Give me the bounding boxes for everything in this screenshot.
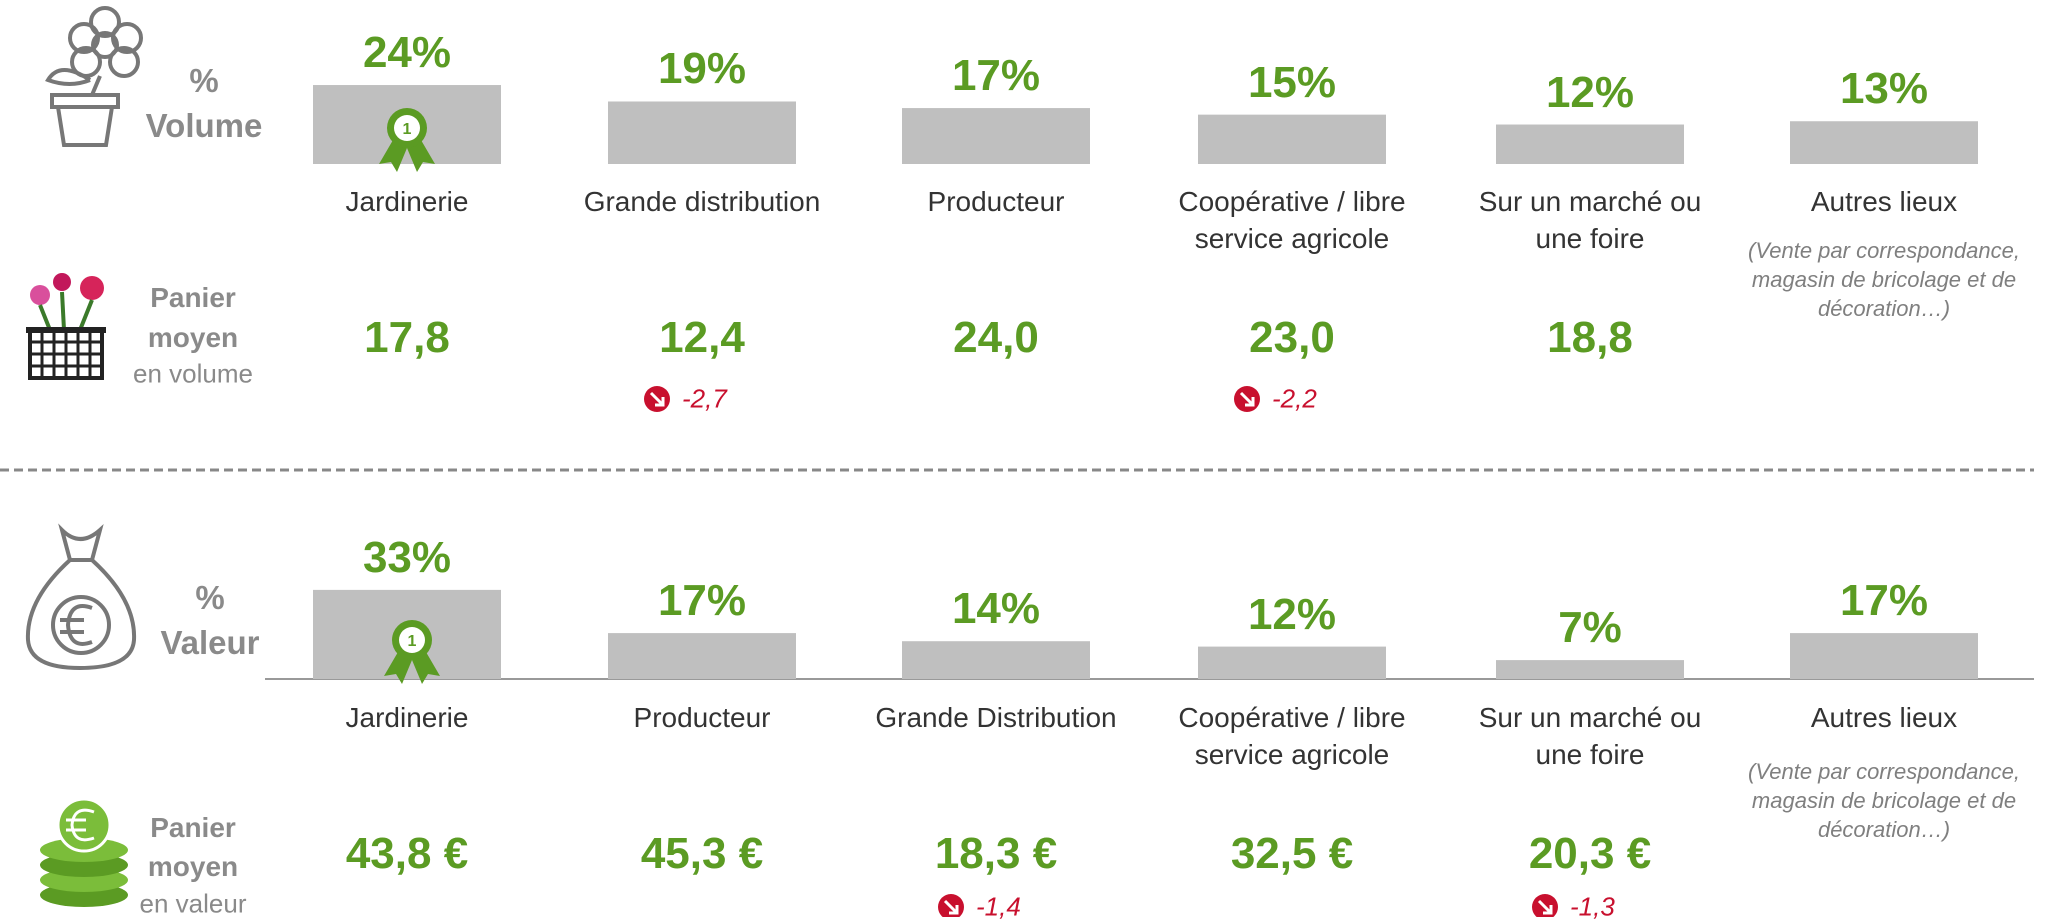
basket-change: -2,7 [682, 384, 727, 415]
svg-text:1: 1 [408, 633, 417, 650]
value-label: 24% [363, 28, 451, 78]
basket-change: -2,2 [1272, 384, 1317, 415]
category-note: (Vente par correspondance, magasin de br… [1724, 236, 2044, 323]
money-bag-icon [28, 530, 134, 668]
infographic: 1 1 % Volume Panier moyen en volume 24% Jardin… [0, 0, 2060, 917]
basket-value: 24,0 [953, 313, 1039, 363]
panel-title: % [195, 579, 224, 617]
basket-label: Panier [150, 812, 236, 844]
category-note: (Vente par correspondance, magasin de br… [1724, 757, 2044, 844]
basket-label: moyen [148, 322, 238, 354]
category-label: Producteur [575, 699, 830, 736]
bar [608, 633, 796, 679]
value-label: 14% [952, 584, 1040, 634]
basket-value: 43,8 € [346, 829, 468, 879]
basket-label: Panier [150, 282, 236, 314]
bar [1790, 121, 1978, 164]
bar [902, 641, 1090, 679]
basket-value: 45,3 € [641, 829, 763, 879]
value-label: 12% [1248, 590, 1336, 640]
value-label: 13% [1840, 64, 1928, 114]
basket-value: 18,8 [1547, 313, 1633, 363]
value-label: 12% [1546, 68, 1634, 118]
value-label: 15% [1248, 58, 1336, 108]
category-label: Grande distribution [575, 183, 830, 220]
category-label: Grande Distribution [869, 699, 1124, 736]
bar [1198, 115, 1386, 164]
value-label: 17% [1840, 576, 1928, 626]
coins-icon [40, 799, 128, 907]
basket-value: 20,3 € [1529, 829, 1651, 879]
bar [1496, 125, 1684, 164]
category-label: Sur un marché ou une foire [1463, 699, 1718, 773]
basket-value: 32,5 € [1231, 829, 1353, 879]
basket-value: 18,3 € [935, 829, 1057, 879]
flower-pot-icon [48, 8, 141, 145]
basket-change: -1,4 [976, 892, 1021, 923]
bar [1198, 647, 1386, 679]
basket-value: 17,8 [364, 313, 450, 363]
basket-change: -1,3 [1570, 892, 1615, 923]
basket-label: en volume [133, 359, 253, 390]
svg-text:1: 1 [403, 121, 412, 138]
value-label: 33% [363, 533, 451, 583]
basket-icon [26, 273, 106, 378]
basket-value: 23,0 [1249, 313, 1335, 363]
bar [902, 108, 1090, 164]
panel-title: Volume [146, 107, 263, 145]
panel-title: % [189, 62, 218, 100]
category-label: Coopérative / libre service agricole [1165, 183, 1420, 257]
basket-label: en valeur [140, 889, 247, 920]
panel-title: Valeur [160, 624, 259, 662]
category-label: Sur un marché ou une foire [1463, 183, 1718, 257]
category-label: Jardinerie [280, 699, 535, 736]
category-label: Autres lieux [1757, 699, 2012, 736]
category-label: Producteur [869, 183, 1124, 220]
value-label: 17% [952, 51, 1040, 101]
value-label: 19% [658, 44, 746, 94]
bar [608, 101, 796, 164]
category-label: Coopérative / libre service agricole [1165, 699, 1420, 773]
category-label: Autres lieux [1757, 183, 2012, 220]
value-label: 17% [658, 576, 746, 626]
category-label: Jardinerie [280, 183, 535, 220]
bar [1790, 633, 1978, 679]
basket-label: moyen [148, 851, 238, 883]
basket-value: 12,4 [659, 313, 745, 363]
bar [1496, 660, 1684, 679]
value-label: 7% [1558, 603, 1622, 653]
